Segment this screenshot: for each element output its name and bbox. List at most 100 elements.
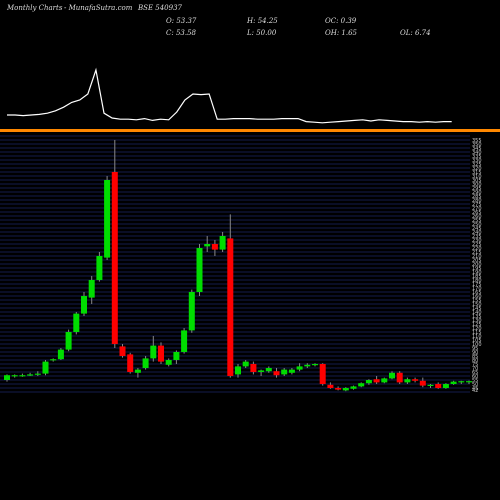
candle bbox=[196, 244, 203, 296]
candle bbox=[296, 363, 303, 372]
y-tick-label: 45 bbox=[472, 386, 478, 392]
candle-body bbox=[142, 358, 149, 368]
y-tick-label: 300 bbox=[472, 182, 482, 188]
candle-body bbox=[419, 380, 426, 386]
y-tick-label: 170 bbox=[472, 286, 482, 292]
candle bbox=[42, 360, 49, 376]
candle-body bbox=[312, 364, 318, 366]
candle-body bbox=[211, 244, 218, 250]
candle-body bbox=[42, 361, 49, 374]
candle-body bbox=[250, 364, 257, 372]
candle-body bbox=[4, 375, 10, 380]
candle bbox=[342, 387, 349, 392]
candle bbox=[319, 363, 326, 386]
candle bbox=[104, 176, 111, 260]
y-tick-label: 125 bbox=[472, 322, 482, 328]
candle-body bbox=[304, 364, 311, 367]
candle bbox=[181, 328, 188, 354]
y-tick-label: 190 bbox=[472, 270, 482, 276]
y-tick-label: 175 bbox=[472, 282, 482, 288]
y-tick-label: 275 bbox=[472, 202, 482, 208]
candle-body bbox=[258, 370, 265, 372]
candle bbox=[88, 276, 95, 304]
candle-body bbox=[88, 280, 95, 298]
y-tick-label: 160 bbox=[472, 294, 482, 300]
candle bbox=[4, 374, 10, 382]
y-tick-label: 205 bbox=[472, 258, 482, 264]
candle-body bbox=[450, 381, 457, 384]
candle-body bbox=[265, 368, 272, 372]
candle bbox=[50, 358, 57, 362]
candle bbox=[312, 363, 318, 367]
candle bbox=[458, 380, 465, 384]
candle-body bbox=[442, 384, 449, 388]
candle bbox=[19, 373, 26, 377]
candle-body bbox=[119, 346, 126, 356]
candle bbox=[404, 377, 411, 384]
candle bbox=[96, 252, 103, 282]
candle bbox=[150, 336, 157, 362]
candle-body bbox=[235, 366, 241, 375]
y-tick-label: 100 bbox=[472, 342, 482, 348]
candle-body bbox=[111, 172, 118, 344]
candle-body bbox=[319, 364, 326, 384]
candle bbox=[235, 364, 241, 378]
candle bbox=[81, 292, 87, 316]
header-high: H: 54.25 bbox=[247, 17, 278, 25]
candle bbox=[466, 380, 472, 384]
y-tick-label: 185 bbox=[472, 274, 482, 280]
y-tick-label: 80 bbox=[472, 358, 478, 364]
y-tick-label: 90 bbox=[472, 350, 478, 356]
candle bbox=[335, 386, 342, 391]
y-tick-label: 350 bbox=[472, 142, 482, 148]
header-oc: OC: 0.39 bbox=[325, 17, 357, 25]
y-tick-label: 215 bbox=[472, 250, 482, 256]
y-tick-label: 320 bbox=[472, 166, 482, 172]
y-tick-label: 145 bbox=[472, 306, 482, 312]
y-tick-label: 295 bbox=[472, 186, 482, 192]
y-tick-label: 355 bbox=[472, 138, 482, 144]
y-tick-label: 270 bbox=[472, 206, 482, 212]
candle-body bbox=[219, 236, 226, 250]
candle-body bbox=[134, 369, 141, 373]
y-tick-label: 310 bbox=[472, 174, 482, 180]
candles bbox=[4, 140, 472, 392]
y-tick-label: 195 bbox=[472, 266, 482, 272]
candle bbox=[396, 371, 403, 384]
y-tick-label: 95 bbox=[472, 346, 478, 352]
panel-separator bbox=[0, 129, 500, 132]
candle-body bbox=[127, 354, 134, 372]
candle bbox=[219, 232, 226, 252]
candle-body bbox=[466, 381, 472, 383]
y-tick-label: 155 bbox=[472, 298, 482, 304]
header-symbol: BSE 540937 bbox=[138, 4, 182, 12]
candle bbox=[373, 376, 380, 384]
y-tick-label: 225 bbox=[472, 242, 482, 248]
y-tick-label: 130 bbox=[472, 318, 482, 324]
candle bbox=[242, 360, 249, 368]
candle-body bbox=[50, 359, 57, 361]
candle-body bbox=[57, 349, 64, 360]
y-axis-ticks: 4245505560657075808590951001051101151201… bbox=[472, 138, 482, 394]
candle-body bbox=[396, 372, 403, 383]
candle bbox=[11, 374, 18, 378]
candle bbox=[258, 369, 265, 376]
y-tick-label: 290 bbox=[472, 190, 482, 196]
candle-body bbox=[273, 371, 280, 376]
y-tick-label: 70 bbox=[472, 366, 478, 372]
candle-body bbox=[296, 366, 303, 370]
candle bbox=[127, 352, 134, 374]
candle bbox=[34, 371, 41, 376]
candle bbox=[158, 342, 164, 364]
candle-body bbox=[34, 373, 41, 375]
header-oh: OH: 1.65 bbox=[325, 29, 358, 37]
y-tick-label: 280 bbox=[472, 198, 482, 204]
y-tick-label: 120 bbox=[472, 326, 482, 332]
y-tick-label: 165 bbox=[472, 290, 482, 296]
candle bbox=[435, 382, 442, 389]
y-tick-label: 220 bbox=[472, 246, 482, 252]
candle-body bbox=[358, 383, 365, 387]
volume-panel bbox=[7, 67, 452, 124]
y-tick-label: 140 bbox=[472, 310, 482, 316]
